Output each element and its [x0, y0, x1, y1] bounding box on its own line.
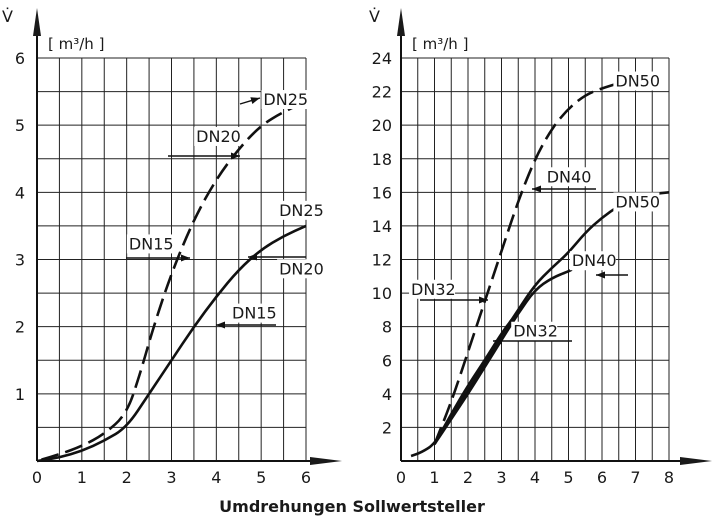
x-tick-label: 0	[396, 468, 406, 487]
annotation-label-bg	[230, 303, 277, 323]
x-tick-label: 1	[429, 468, 439, 487]
annotation-label: DN15	[129, 234, 174, 253]
left-annotations: DN25 DN20 DN25 DN15 DN20 DN15	[126, 90, 324, 329]
annotation-label-bg	[613, 192, 660, 212]
y-tick-label: 1	[15, 385, 25, 404]
right-series-group	[410, 75, 670, 458]
annotation-label: DN20	[279, 259, 324, 278]
left-axes	[33, 8, 342, 465]
y-tick-label: 4	[382, 385, 392, 404]
annotation-label-bg	[613, 71, 660, 91]
left-tick-labels: 0 1 2 3 4 5 6 1 2 3 4 5 6	[15, 49, 311, 487]
dashed-series-line	[433, 75, 653, 445]
y-tick-label: 2	[382, 418, 392, 437]
x-tick-label: 3	[496, 468, 506, 487]
x-tick-label: 3	[166, 468, 176, 487]
left-y-unit-label: [ m³/h ]	[48, 35, 104, 53]
annotation-label-bg	[544, 167, 591, 187]
x-tick-label: 7	[630, 468, 640, 487]
annotation-label: DN20	[196, 127, 241, 146]
annotation-label: DN40	[547, 167, 592, 186]
annotation-label-bg	[511, 321, 558, 341]
annotation-label: DN15	[232, 304, 277, 323]
annotation-label: DN25	[263, 90, 308, 109]
annotation-label-bg	[194, 126, 241, 146]
leader-arrowhead	[248, 253, 257, 261]
y-tick-label: 3	[15, 251, 25, 270]
y-tick-label: 14	[372, 217, 392, 236]
x-tick-label: 0	[32, 468, 42, 487]
x-tick-label: 4	[211, 468, 221, 487]
right-chart: V̇ [ m³/h ] 0 1 2 3 4 5 6 7 82468101214161820222…	[369, 7, 712, 487]
leader-arrowhead	[181, 254, 190, 262]
annotation-label-bg	[277, 259, 324, 279]
leader-arrowhead	[493, 337, 502, 345]
leader-arrowhead	[596, 271, 605, 279]
annotation-label: DN25	[279, 201, 324, 220]
right-annotations: DN50 DN40 DN50 DN40 DN32 DN32	[409, 71, 660, 345]
x-tick-label: 2	[122, 468, 132, 487]
y-tick-label: 24	[372, 49, 392, 68]
right-y-unit-label: [ m³/h ]	[412, 35, 468, 53]
y-tick-label: 5	[15, 116, 25, 135]
leader-arrowhead	[250, 97, 260, 104]
y-tick-label: 2	[15, 318, 25, 337]
annotation-label: DN50	[615, 192, 660, 211]
x-axis-arrow	[680, 457, 712, 465]
leader-arrowhead	[216, 321, 225, 329]
annotation-label: DN32	[411, 280, 456, 299]
leader-arrowhead	[532, 185, 541, 193]
y-tick-label: 18	[372, 150, 392, 169]
y-tick-label: 4	[15, 183, 25, 202]
x-tick-label: 2	[463, 468, 473, 487]
right-gridlines	[401, 57, 670, 461]
y-tick-label: 12	[372, 251, 392, 270]
leader-arrowhead	[231, 152, 240, 160]
left-y-axis-symbol: V̇	[2, 7, 13, 26]
x-tick-label: 6	[301, 468, 311, 487]
left-gridlines	[37, 57, 307, 461]
annotation-label-bg	[569, 251, 616, 271]
x-tick-label: 1	[77, 468, 87, 487]
annotation-label-bg	[409, 279, 456, 299]
x-tick-label: 5	[563, 468, 573, 487]
x-tick-label: 5	[256, 468, 266, 487]
y-tick-label: 6	[15, 49, 25, 68]
y-tick-label: 10	[372, 284, 392, 303]
annotation-label: DN32	[513, 322, 558, 341]
y-tick-label: 22	[372, 83, 392, 102]
annotation-label: DN50	[615, 72, 660, 91]
y-tick-label: 16	[372, 183, 392, 202]
y-tick-label: 8	[382, 318, 392, 337]
annotation-label-bg	[277, 200, 324, 220]
y-tick-label: 6	[382, 351, 392, 370]
solid-series-line	[433, 268, 573, 445]
x-tick-label: 6	[597, 468, 607, 487]
leader-arrowhead	[479, 296, 488, 304]
x-axis-arrow	[310, 457, 342, 465]
y-axis-arrow	[397, 8, 405, 36]
annotation-label-bg	[126, 234, 173, 254]
x-tick-label: 8	[664, 468, 674, 487]
annotation-label: DN40	[572, 251, 617, 270]
y-tick-label: 20	[372, 116, 392, 135]
dashed-series-line	[41, 100, 307, 461]
annotation-label-bg	[261, 90, 308, 110]
solid-series-line	[433, 319, 513, 445]
right-y-axis-symbol: V̇	[369, 7, 380, 26]
x-axis-title: Umdrehungen Sollwertsteller	[219, 497, 485, 516]
right-axes	[397, 8, 712, 465]
y-axis-arrow	[33, 8, 41, 36]
x-tick-label: 4	[530, 468, 540, 487]
